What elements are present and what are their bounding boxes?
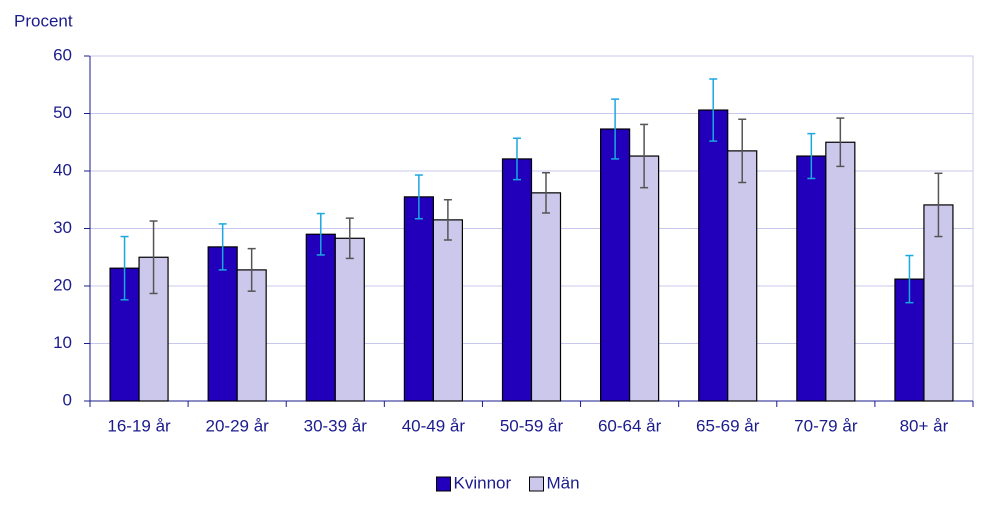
x-tick-label: 70-79 år [794,416,858,435]
bar [825,141,856,402]
bar [727,150,758,402]
y-tick-label: 20 [53,275,72,294]
legend-swatch [529,476,544,492]
bar [600,128,631,402]
legend-swatch [436,476,451,492]
x-tick-label: 60-64 år [598,416,662,435]
bar [432,219,463,402]
y-tick-label: 10 [53,333,72,352]
y-tick-label: 50 [53,103,72,122]
bar [530,192,562,402]
bar [698,109,729,402]
x-tick-label: 20-29 år [206,416,270,435]
y-tick-label: 0 [63,390,72,409]
legend-label: Kvinnor [454,473,512,492]
x-tick-label: 30-39 år [304,416,368,435]
x-tick-label: 50-59 år [500,416,564,435]
bar [796,155,827,402]
x-tick-label: 16-19 år [107,416,171,435]
y-tick-label: 40 [53,160,72,179]
x-tick-label: 65-69 år [696,416,760,435]
bar [629,155,660,402]
bar [501,158,533,402]
x-tick-label: 40-49 år [402,416,466,435]
legend-label: Män [547,473,580,492]
y-axis-label: Procent [14,11,73,30]
y-tick-label: 60 [53,45,72,64]
x-tick-label: 80+ år [900,416,949,435]
y-tick-label: 30 [53,218,72,237]
bar [334,237,365,402]
bar [403,196,434,402]
bar [305,233,336,402]
